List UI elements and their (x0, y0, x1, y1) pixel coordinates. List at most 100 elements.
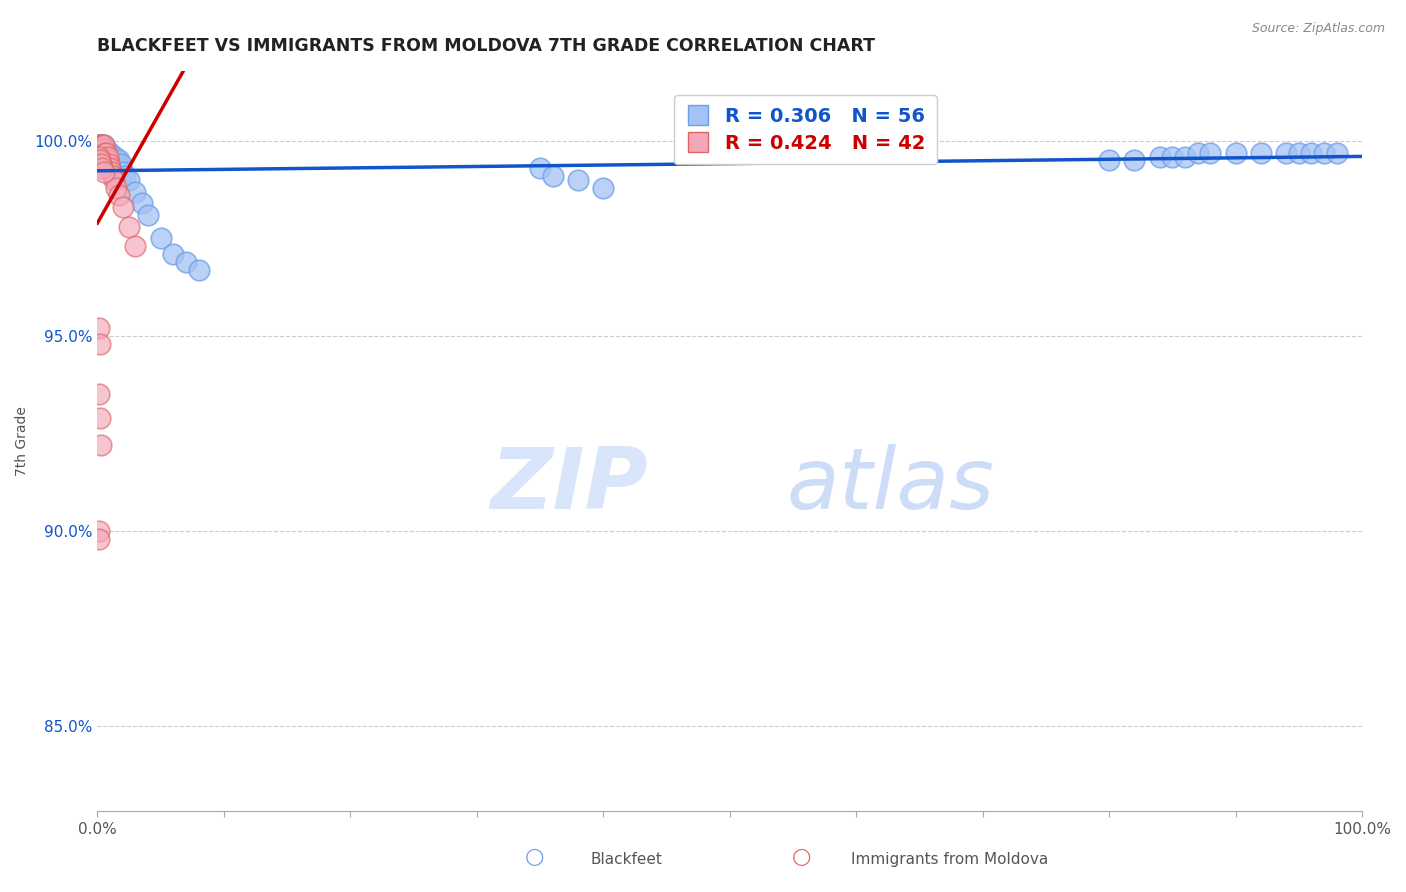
Point (90, 145, 112, 160)
Text: ○: ○ (792, 847, 811, 867)
Point (91, 137, 114, 152)
Point (91, 161, 114, 176)
Point (89, 145, 111, 160)
Point (87, 387, 110, 401)
Point (118, 219, 141, 234)
Point (105, 161, 128, 176)
Point (94, 149, 117, 163)
Point (1313, 145, 1336, 160)
Point (103, 157, 125, 171)
Point (87, 524, 110, 538)
Point (96, 153, 118, 168)
Text: ○: ○ (524, 847, 544, 867)
Point (89, 142, 111, 156)
Point (93, 137, 115, 152)
Text: Blackfeet: Blackfeet (591, 852, 662, 867)
Point (93, 165, 115, 179)
Point (90, 137, 112, 152)
Point (149, 231, 172, 245)
Point (111, 200, 134, 214)
Point (96, 149, 118, 163)
Point (98, 145, 121, 160)
Point (96, 149, 118, 163)
Point (101, 169, 124, 183)
Point (1275, 145, 1298, 160)
Text: Immigrants from Moldova: Immigrants from Moldova (851, 852, 1047, 867)
Point (91, 145, 114, 160)
Point (90, 438, 112, 452)
Point (108, 188, 131, 202)
Point (529, 161, 551, 176)
Point (1187, 145, 1209, 160)
Point (136, 208, 159, 222)
Point (96, 145, 118, 160)
Point (1288, 145, 1310, 160)
Point (101, 153, 124, 168)
Point (90, 142, 112, 156)
Point (91, 142, 114, 156)
Point (187, 262, 209, 277)
Point (87, 142, 110, 156)
Point (90, 137, 112, 152)
Point (96, 149, 118, 163)
Point (94, 145, 117, 160)
Point (100, 149, 122, 163)
Point (91, 145, 114, 160)
Point (93, 142, 115, 156)
Legend: R = 0.306   N = 56, R = 0.424   N = 42: R = 0.306 N = 56, R = 0.424 N = 42 (675, 95, 936, 164)
Text: ZIP: ZIP (489, 444, 648, 527)
Point (89, 153, 111, 168)
Point (96, 142, 118, 156)
Point (94, 145, 117, 160)
Point (1161, 149, 1184, 163)
Point (105, 180, 128, 194)
Point (1225, 145, 1247, 160)
Point (89, 410, 111, 425)
Point (89, 336, 111, 351)
Point (100, 165, 122, 179)
Point (1149, 149, 1171, 163)
Point (90, 157, 112, 171)
Point (131, 196, 153, 211)
Point (592, 180, 614, 194)
Point (108, 153, 131, 168)
Point (87, 149, 110, 163)
Point (174, 254, 197, 268)
Point (1174, 149, 1197, 163)
Point (108, 161, 131, 176)
Point (1199, 145, 1222, 160)
Point (93, 142, 115, 156)
Point (90, 142, 112, 156)
Point (1250, 145, 1272, 160)
Point (1123, 153, 1146, 168)
Point (90, 142, 112, 156)
Point (1098, 153, 1121, 168)
Point (89, 142, 111, 156)
Point (103, 173, 125, 187)
Point (98, 161, 121, 176)
Point (87, 137, 110, 152)
Point (98, 153, 121, 168)
Point (104, 149, 127, 163)
Point (124, 239, 146, 253)
Point (87, 137, 110, 152)
Y-axis label: 7th Grade: 7th Grade (15, 406, 30, 476)
Point (567, 173, 589, 187)
Point (118, 173, 141, 187)
Point (97, 157, 120, 171)
Point (111, 165, 134, 179)
Point (97, 149, 120, 163)
Point (1301, 145, 1323, 160)
Text: atlas: atlas (786, 444, 994, 527)
Text: BLACKFEET VS IMMIGRANTS FROM MOLDOVA 7TH GRADE CORRELATION CHART: BLACKFEET VS IMMIGRANTS FROM MOLDOVA 7TH… (97, 37, 876, 55)
Point (91, 137, 114, 152)
Point (93, 137, 115, 152)
Point (107, 157, 129, 171)
Point (94, 142, 117, 156)
Point (1326, 145, 1348, 160)
Point (541, 169, 564, 183)
Point (124, 185, 146, 199)
Point (87, 532, 110, 546)
Point (89, 137, 111, 152)
Point (110, 157, 132, 171)
